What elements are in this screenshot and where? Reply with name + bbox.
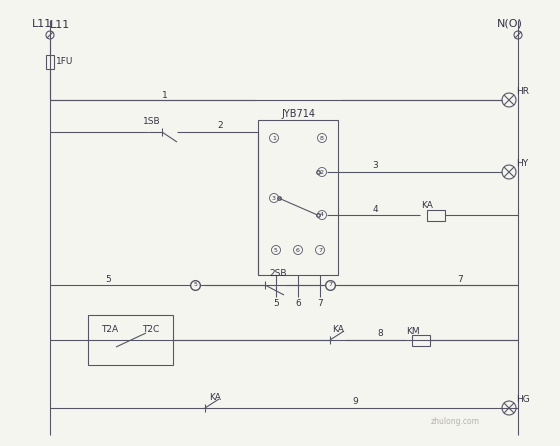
Text: 5: 5 xyxy=(273,298,279,307)
Text: HY: HY xyxy=(516,158,528,168)
Text: N(O): N(O) xyxy=(497,19,523,29)
Text: 2: 2 xyxy=(217,121,223,131)
Text: 7: 7 xyxy=(317,298,323,307)
Text: 1: 1 xyxy=(272,136,276,140)
Text: T2C: T2C xyxy=(142,325,160,334)
Text: 2SB: 2SB xyxy=(269,269,287,278)
Text: 5: 5 xyxy=(105,274,111,284)
Text: 4: 4 xyxy=(320,212,324,218)
Text: 4: 4 xyxy=(372,205,378,214)
Text: T2A: T2A xyxy=(101,325,119,334)
Text: 6: 6 xyxy=(295,298,301,307)
Bar xyxy=(427,210,445,220)
Text: 5: 5 xyxy=(274,248,278,252)
Bar xyxy=(258,120,338,275)
Text: 8: 8 xyxy=(320,136,324,140)
Text: HR: HR xyxy=(516,87,529,95)
Text: L11: L11 xyxy=(32,19,52,29)
Text: 1: 1 xyxy=(162,91,168,99)
Bar xyxy=(46,55,54,69)
Text: 8: 8 xyxy=(377,330,383,339)
Text: 3: 3 xyxy=(372,161,378,170)
Text: KM: KM xyxy=(406,326,420,335)
Text: 3: 3 xyxy=(272,195,276,201)
Text: KA: KA xyxy=(209,393,221,402)
Text: 6: 6 xyxy=(296,248,300,252)
Text: HG: HG xyxy=(516,395,530,404)
Bar xyxy=(412,334,430,346)
Text: 9: 9 xyxy=(352,397,358,406)
Bar xyxy=(88,315,173,365)
Text: 1SB: 1SB xyxy=(143,117,161,127)
Text: 7: 7 xyxy=(328,282,332,288)
Text: JYB714: JYB714 xyxy=(281,109,315,119)
Text: KA: KA xyxy=(421,202,433,211)
Text: 7: 7 xyxy=(457,274,463,284)
Text: 1FU: 1FU xyxy=(56,58,73,66)
Text: 7: 7 xyxy=(318,248,322,252)
Text: zhulong.com: zhulong.com xyxy=(431,417,479,426)
Text: 2: 2 xyxy=(320,169,324,174)
Text: 5: 5 xyxy=(193,282,197,288)
Text: L11: L11 xyxy=(50,20,70,30)
Text: KA: KA xyxy=(332,326,344,334)
